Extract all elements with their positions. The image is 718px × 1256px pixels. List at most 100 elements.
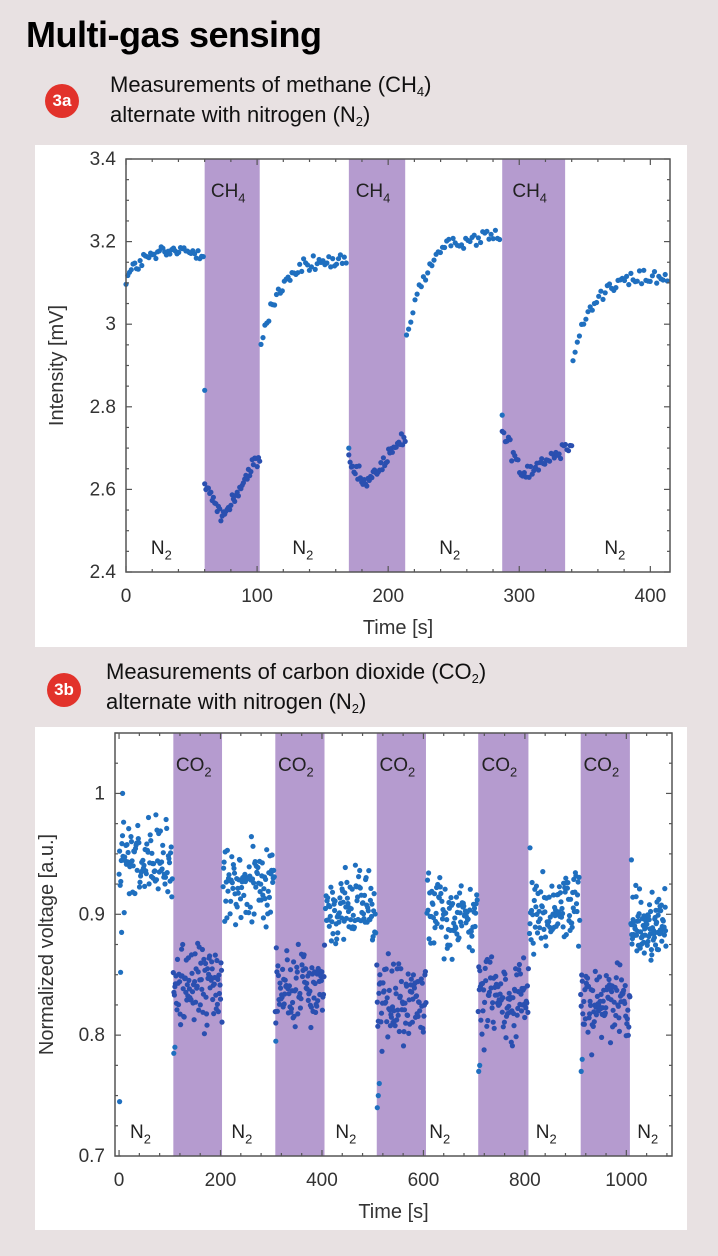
y-tick-label: 0.8 — [79, 1025, 105, 1046]
data-point — [194, 983, 200, 989]
data-point — [425, 270, 431, 276]
data-point — [453, 925, 459, 931]
data-point — [516, 967, 522, 973]
band-label: CO2 — [380, 755, 416, 780]
data-point — [216, 972, 222, 978]
data-point — [152, 868, 158, 874]
data-point — [352, 862, 358, 868]
data-point — [326, 254, 332, 260]
data-point — [143, 871, 149, 877]
data-points — [123, 227, 671, 524]
data-point — [335, 930, 341, 936]
data-point — [357, 867, 363, 874]
data-point — [578, 1003, 584, 1009]
data-point — [475, 1008, 481, 1015]
data-point — [572, 349, 578, 355]
band-label: CO2 — [176, 755, 212, 780]
x-axis: 0 100 200 300 400 — [121, 159, 666, 607]
data-point — [611, 999, 617, 1005]
data-point — [636, 886, 643, 892]
data-point — [328, 938, 334, 944]
data-point — [513, 1034, 519, 1040]
data-point — [166, 860, 173, 866]
data-point — [535, 467, 542, 473]
data-point — [370, 934, 376, 940]
x-tick-label: 800 — [509, 1170, 541, 1191]
data-point — [153, 255, 159, 262]
data-point — [162, 881, 168, 887]
data-point — [180, 941, 186, 948]
data-point — [202, 387, 208, 393]
data-point — [132, 890, 138, 897]
data-point — [500, 1024, 506, 1030]
data-point — [277, 985, 284, 991]
data-point — [431, 891, 438, 897]
data-point — [203, 1011, 210, 1017]
data-point — [164, 870, 170, 876]
data-point — [168, 844, 174, 850]
data-point — [348, 906, 354, 912]
data-point — [660, 918, 666, 924]
data-point — [585, 309, 591, 315]
data-point — [527, 921, 533, 927]
data-point — [438, 924, 444, 930]
data-point — [280, 966, 286, 972]
data-point — [137, 258, 143, 264]
data-point — [195, 248, 201, 254]
x-axis: 0 200 400 600 800 1000 — [114, 733, 668, 1191]
data-point — [309, 965, 315, 971]
data-point — [351, 924, 357, 930]
data-point — [121, 910, 127, 916]
data-point — [142, 883, 148, 889]
data-point — [442, 886, 448, 892]
data-point — [208, 489, 214, 495]
data-point — [541, 926, 547, 932]
data-point — [497, 236, 503, 243]
data-point — [490, 1000, 496, 1006]
data-point — [254, 464, 260, 470]
data-point — [273, 1020, 279, 1026]
data-point — [251, 880, 257, 886]
data-point — [229, 880, 235, 886]
data-point — [336, 910, 342, 916]
data-point — [471, 232, 477, 238]
data-point — [405, 1012, 411, 1018]
data-point — [301, 952, 307, 958]
data-point — [312, 266, 318, 272]
data-point — [184, 982, 190, 988]
data-point — [485, 1017, 491, 1024]
data-point — [638, 899, 644, 905]
caption-line-2: alternate with nitrogen (N2) — [106, 689, 367, 716]
data-point — [461, 903, 467, 909]
data-point — [467, 907, 473, 913]
data-point — [397, 993, 403, 999]
data-point — [264, 902, 270, 908]
data-point — [624, 273, 630, 279]
data-point — [454, 931, 460, 937]
data-point — [315, 998, 321, 1004]
nitrogen-label: N2 — [429, 1122, 450, 1147]
data-point — [340, 899, 346, 905]
data-point — [310, 253, 316, 259]
data-point — [162, 874, 169, 880]
data-point — [603, 973, 609, 979]
data-point — [606, 976, 612, 983]
data-point — [490, 236, 496, 242]
data-point — [119, 841, 125, 847]
data-point — [401, 434, 407, 440]
data-point — [530, 940, 536, 946]
data-point — [376, 990, 382, 996]
data-point — [533, 904, 539, 910]
data-point — [389, 968, 395, 974]
data-point — [374, 999, 380, 1005]
data-point — [160, 850, 166, 856]
data-point — [247, 473, 253, 479]
data-point — [139, 262, 145, 269]
data-point — [118, 878, 124, 885]
data-point — [251, 911, 257, 917]
data-point — [192, 979, 198, 985]
data-point — [600, 998, 606, 1004]
data-point — [260, 915, 266, 921]
x-axis-label: Time [s] — [363, 617, 433, 639]
data-point — [266, 318, 272, 324]
